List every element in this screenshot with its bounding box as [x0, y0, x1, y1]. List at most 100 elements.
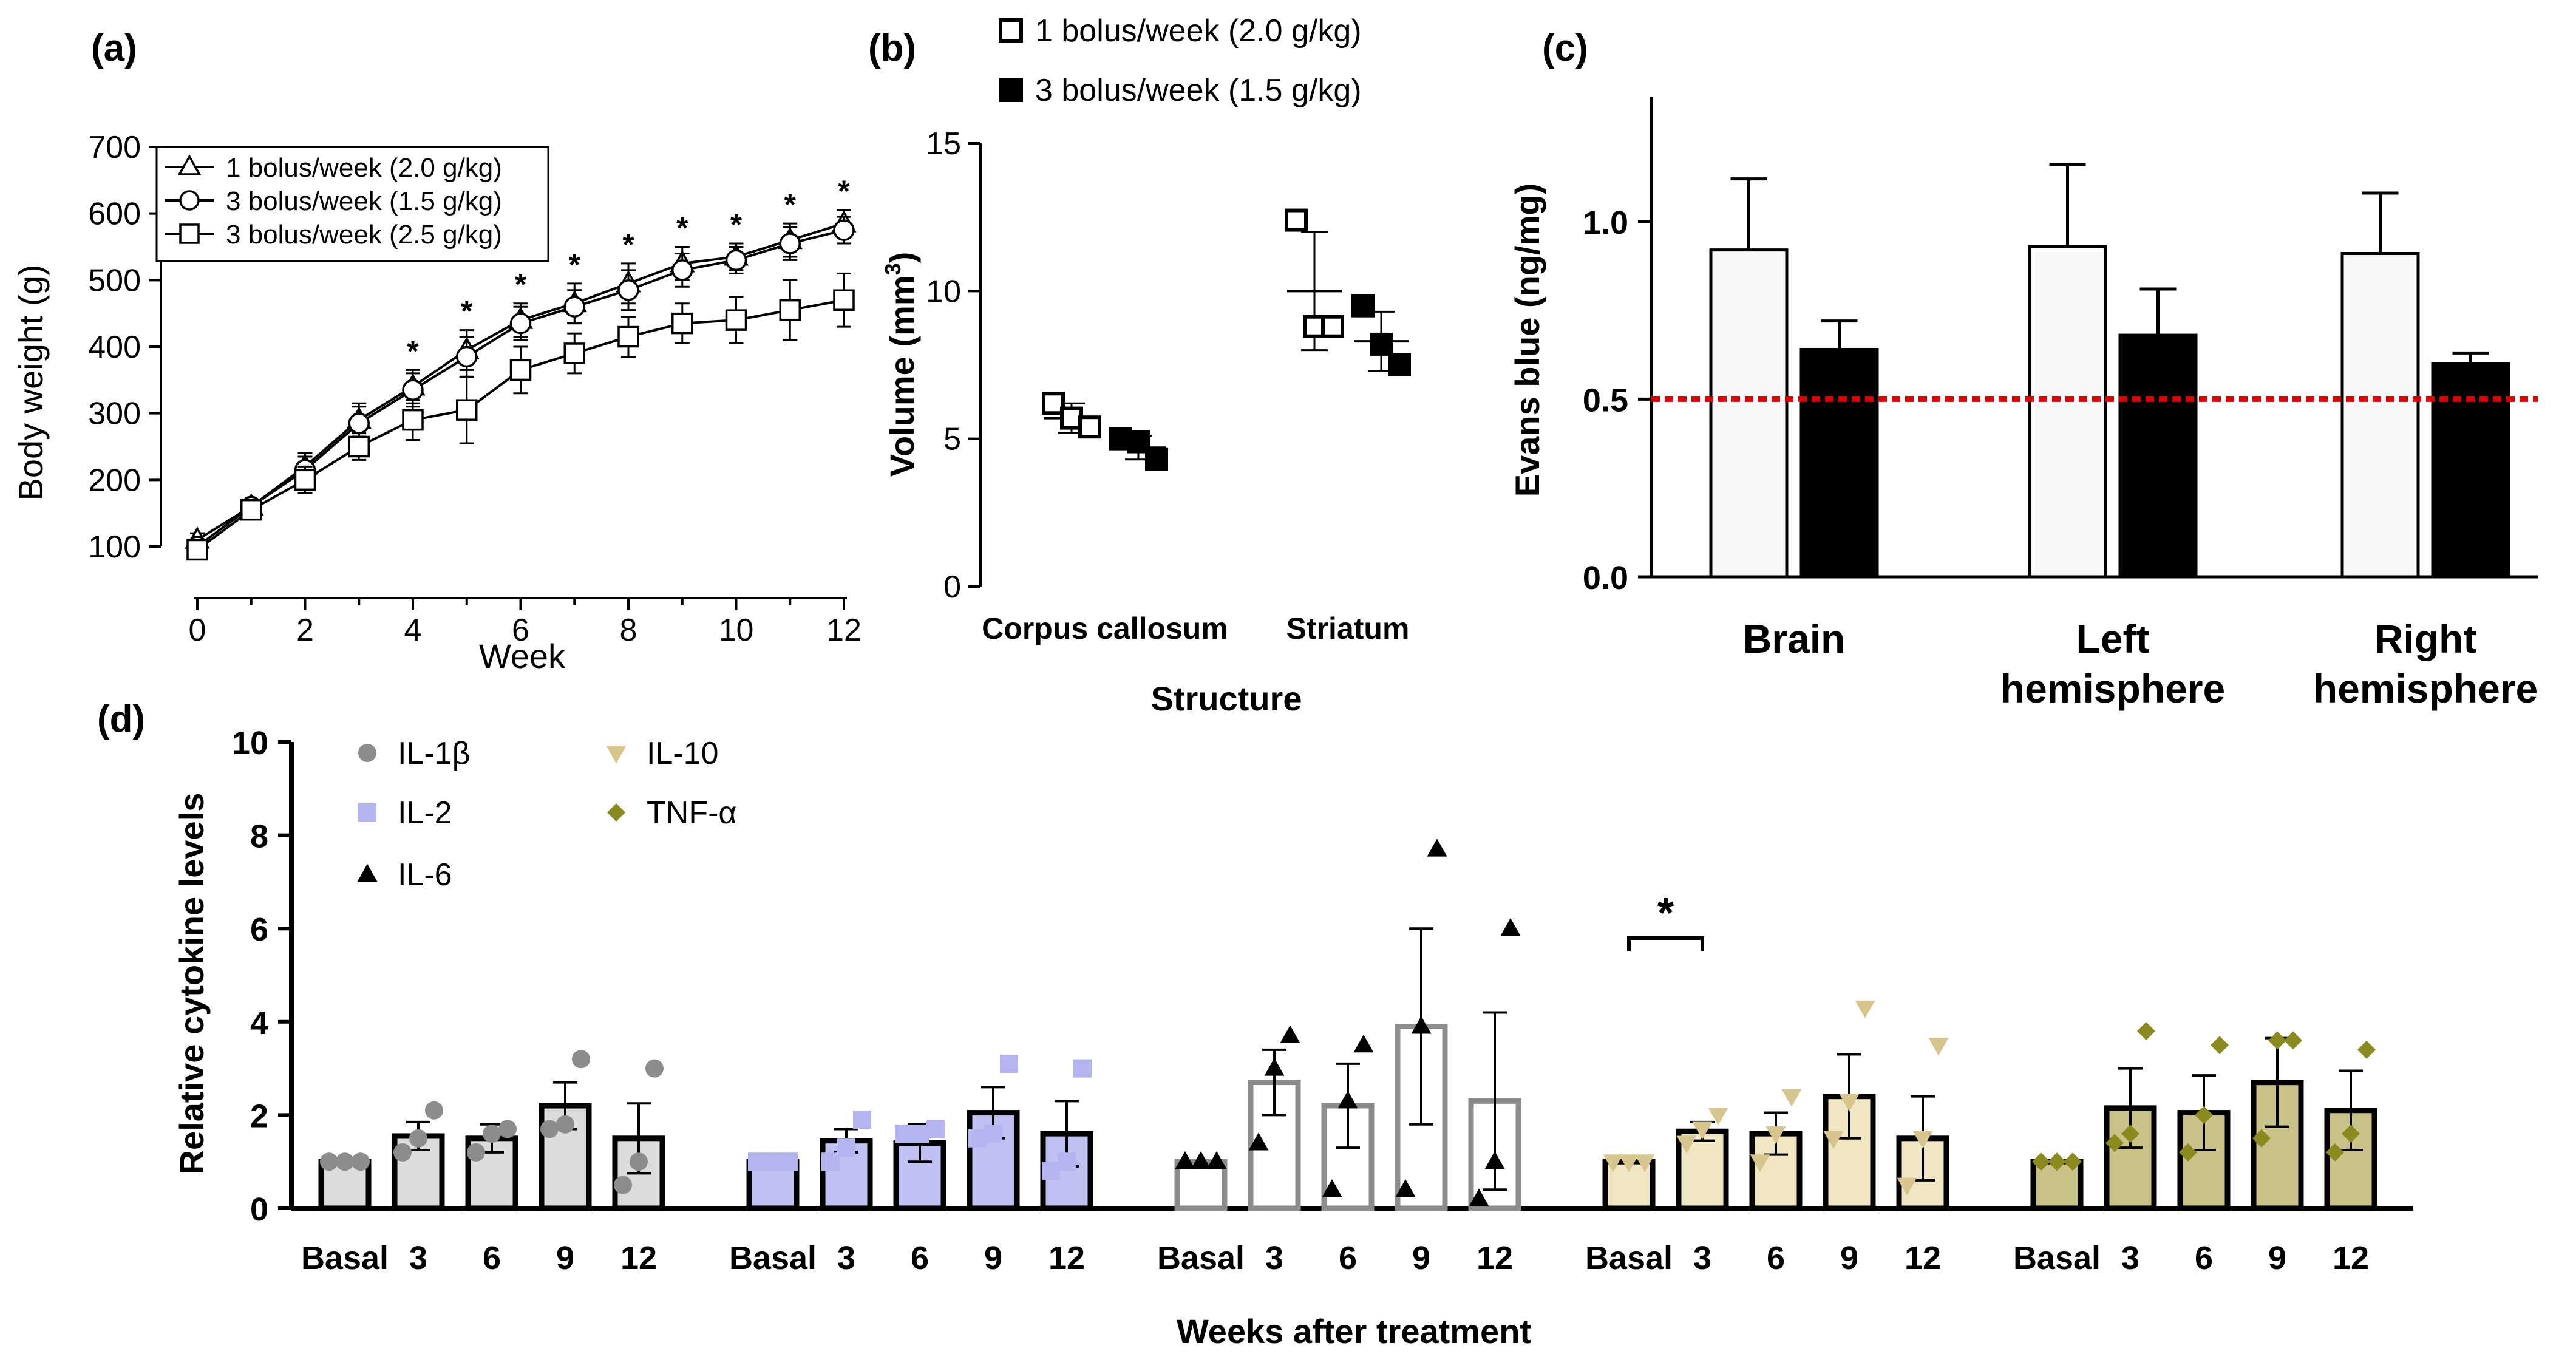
- c-category-label: hemisphere: [2313, 666, 2538, 711]
- d-point: [1912, 1131, 1933, 1149]
- d-category-label: Basal: [729, 1240, 817, 1276]
- d-category-label: 9: [984, 1240, 1002, 1276]
- d-point: [1603, 1154, 1623, 1172]
- d-point: [1264, 1058, 1285, 1076]
- d-category-label: 9: [1412, 1240, 1430, 1276]
- panel-a-label: (a): [91, 27, 137, 69]
- b-legend-label: 3 bolus/week (1.5 g/kg): [1035, 73, 1362, 108]
- d-point: [1634, 1154, 1655, 1172]
- d-ylabel: Relative cytokine levels: [172, 793, 211, 1175]
- d-point: [572, 1050, 590, 1069]
- d-point: [764, 1152, 782, 1171]
- d-point: [1619, 1154, 1639, 1172]
- a-significance-star: *: [730, 208, 743, 242]
- d-point: [1042, 1162, 1060, 1180]
- d-ytick-label: 2: [250, 1098, 268, 1134]
- b-point: [1370, 332, 1393, 356]
- d-point: [1280, 1025, 1300, 1043]
- b-point: [1388, 353, 1411, 376]
- a-xtick-label: 0: [189, 613, 206, 648]
- d-point: [2179, 1143, 2197, 1162]
- a-point: [779, 233, 801, 254]
- a-significance-star: *: [622, 228, 634, 262]
- d-category-label: 12: [2333, 1240, 2369, 1276]
- a-ytick-label: 400: [88, 330, 141, 365]
- d-legend-label: IL-6: [398, 857, 452, 893]
- d-point: [1411, 1016, 1432, 1034]
- panel-d-plot: 0 2 4 6 8 10 Basal 3 6 9 12 Basal 3 6 9 12 Basal 3 6 9 12 Bas…: [232, 725, 2413, 1276]
- a-point: [563, 342, 585, 364]
- d-point: [2032, 1152, 2050, 1171]
- d-point: [556, 1115, 574, 1134]
- b-point: [1145, 447, 1168, 471]
- d-point: [1708, 1108, 1728, 1126]
- a-significance-star: *: [461, 294, 473, 328]
- d-ytick-label: 6: [250, 911, 268, 948]
- d-point: [1823, 1131, 1844, 1149]
- a-xtick-label: 8: [620, 613, 637, 648]
- d-point: [393, 1143, 412, 1162]
- d-point: [926, 1120, 945, 1138]
- d-point: [2326, 1143, 2344, 1162]
- a-ytick-label: 700: [88, 130, 141, 165]
- d-point: [1469, 1188, 1489, 1206]
- a-significance-star: *: [784, 188, 797, 222]
- d-point: [1781, 1089, 1802, 1107]
- d-category-label: 12: [1905, 1240, 1941, 1276]
- d-point: [748, 1152, 766, 1171]
- b-point: [1321, 315, 1344, 338]
- a-point: [186, 539, 208, 561]
- d-significance-star: *: [1657, 889, 1674, 936]
- a-xtick-label: 6: [512, 613, 529, 648]
- d-point: [1395, 1179, 1416, 1197]
- d-category-label: 9: [1840, 1240, 1858, 1276]
- panel-c-plot: 0.0 0.5 1.0 Brain Left hemisphere Right hemisph…: [1583, 97, 2538, 711]
- d-point: [614, 1176, 632, 1194]
- d-point: [320, 1152, 338, 1171]
- d-point: [911, 1125, 929, 1143]
- d-legend-marker: [606, 746, 627, 764]
- b-point: [1078, 415, 1101, 439]
- panel-d-label: (d): [97, 698, 145, 740]
- a-point: [671, 312, 693, 335]
- a-legend-box: [155, 146, 549, 262]
- c-bar: [1799, 347, 1879, 579]
- d-category-label: 3: [1693, 1240, 1711, 1276]
- b-legend-marker: [999, 18, 1023, 43]
- a-point: [833, 219, 855, 241]
- a-point: [563, 296, 585, 318]
- b-ytick-label: 10: [926, 274, 961, 309]
- a-point: [509, 312, 532, 335]
- d-category-label: 6: [1767, 1240, 1785, 1276]
- d-category-label: 9: [556, 1240, 574, 1276]
- b-xlabel: Structure: [1151, 679, 1302, 718]
- d-ytick-label: 4: [250, 1005, 268, 1041]
- b-category-label: Striatum: [1286, 611, 1410, 645]
- d-point: [968, 1129, 987, 1148]
- panel-c-label: (c): [1542, 27, 1588, 69]
- d-point: [837, 1138, 855, 1157]
- d-category-label: 6: [911, 1240, 929, 1276]
- b-point: [1127, 430, 1150, 454]
- c-category-label: Brain: [1743, 616, 1846, 661]
- d-legend-label: TNF-α: [647, 795, 736, 831]
- d-point: [2137, 1022, 2155, 1041]
- d-point: [1206, 1151, 1227, 1169]
- d-point: [1750, 1154, 1770, 1172]
- a-ylabel: Body weight (g): [12, 264, 50, 500]
- a-xlabel: Week: [479, 637, 566, 675]
- d-point: [984, 1125, 1002, 1143]
- c-bar: [2028, 245, 2107, 579]
- a-ytick-label: 300: [88, 396, 141, 432]
- d-point: [1692, 1121, 1713, 1140]
- d-legend-marker: [358, 744, 376, 762]
- d-point: [498, 1120, 517, 1138]
- d-point: [1353, 1034, 1374, 1053]
- b-point: [1285, 208, 1308, 232]
- d-xlabel: Weeks after treatment: [1177, 1312, 1531, 1350]
- d-category-label: Basal: [1585, 1240, 1673, 1276]
- a-significance-star: *: [676, 211, 688, 245]
- c-bar: [2118, 333, 2198, 579]
- b-legend-label: 1 bolus/week (2.0 g/kg): [1035, 13, 1362, 49]
- c-ytick-label: 1.0: [1583, 205, 1628, 241]
